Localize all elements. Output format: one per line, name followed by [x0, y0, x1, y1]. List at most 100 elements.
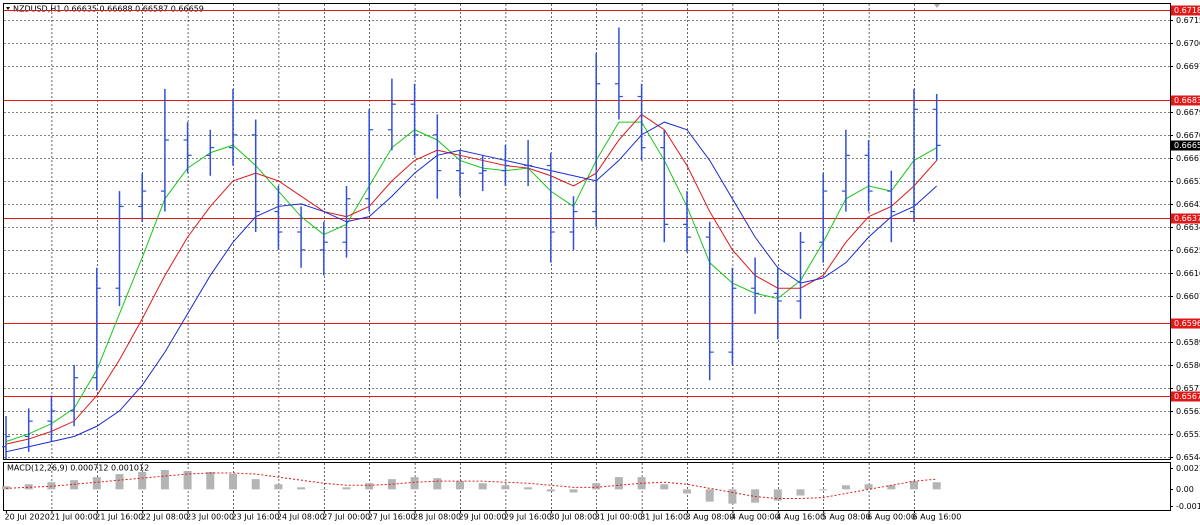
x-tick-label: 20 Jul 2020 [5, 513, 50, 522]
macd-bar [115, 474, 124, 490]
y-tick-label: 0.65800 [1176, 361, 1200, 370]
macd-bar [229, 474, 237, 490]
macd-bar [365, 483, 374, 490]
macd-bar [160, 469, 169, 490]
level-label: 0.66837 [1174, 96, 1200, 105]
macd-bar [773, 489, 782, 501]
level-label-box [1171, 5, 1200, 16]
x-tick-label: 23 Jul 00:00 [186, 513, 234, 522]
x-tick-label: 29 Jul 16:00 [504, 513, 552, 522]
symbol-menu-icon[interactable] [6, 7, 10, 10]
macd-bar [410, 477, 419, 490]
x-tick-label: 21 Jul 16:00 [95, 513, 143, 522]
macd-bar [569, 489, 578, 493]
macd-bar [932, 482, 941, 490]
level-label: 0.66373 [1174, 214, 1200, 223]
current-price-label: 0.66659 [1174, 141, 1200, 150]
macd-bar [841, 485, 850, 490]
macd-bar [592, 483, 601, 490]
macd-bar [183, 470, 192, 490]
y-tick-label: 0.65620 [1176, 407, 1200, 416]
x-tick-label: 31 Jul 16:00 [640, 513, 688, 522]
macd-bar [546, 489, 555, 492]
y-tick-label: 0.66340 [1176, 223, 1200, 232]
macd-bar [910, 481, 918, 490]
y-tick-label: 0.66970 [1176, 62, 1200, 71]
level-label-box [1171, 213, 1200, 224]
price-panel [3, 3, 1171, 460]
macd-bar [501, 485, 510, 490]
macd-bar [342, 487, 351, 490]
x-tick-label: 27 Jul 16:00 [368, 513, 416, 522]
y-tick-label: 0.66430 [1176, 200, 1200, 209]
macd-bar [478, 483, 487, 490]
y-tick-label: 0.00210 [1176, 464, 1200, 473]
level-label-box [1171, 391, 1200, 402]
y-tick-label: 0.66250 [1176, 246, 1200, 255]
macd-bar [297, 487, 306, 490]
macd-bar [864, 484, 873, 490]
x-tick-label: 28 Jul 08:00 [413, 513, 461, 522]
macd-bar [251, 479, 260, 490]
y-tick-label: -0.00164 [1176, 502, 1200, 511]
x-tick-label: 31 Jul 00:00 [595, 513, 643, 522]
x-tick-label: 4 Aug 16:00 [776, 513, 825, 522]
macd-bar [887, 485, 896, 490]
macd-bar [2, 486, 10, 490]
y-tick-label: 0.66520 [1176, 177, 1200, 186]
level-label-box [1171, 95, 1200, 106]
macd-bar [456, 481, 464, 490]
y-tick-label: 0.66790 [1176, 108, 1200, 117]
y-tick-label: 0.67060 [1176, 39, 1200, 48]
macd-bar [24, 484, 33, 490]
y-tick-label: 0.00 [1176, 485, 1194, 494]
macd-bar [819, 489, 828, 491]
macd-bar [70, 480, 79, 490]
moving-average [5, 121, 938, 453]
x-tick-label: 22 Jul 08:00 [141, 513, 189, 522]
moving-average [5, 113, 938, 445]
level-label: 0.65963 [1174, 319, 1200, 328]
macd-bar [683, 489, 691, 494]
macd-bar [274, 484, 283, 490]
y-tick-label: 0.65530 [1176, 430, 1200, 439]
y-tick-label: 0.66610 [1176, 154, 1200, 163]
macd-bar [751, 489, 760, 503]
y-tick-label: 0.67150 [1176, 16, 1200, 25]
macd-title: MACD(12,26,9) 0.000712 0.001012 [7, 464, 149, 473]
y-tick-label: 0.66070 [1176, 292, 1200, 301]
y-tick-label: 0.65890 [1176, 338, 1200, 347]
macd-bar [387, 479, 396, 490]
macd-bar [796, 489, 805, 496]
x-tick-label: 4 Aug 00:00 [731, 513, 780, 522]
y-tick-label: 0.65710 [1176, 384, 1200, 393]
macd-bar [92, 477, 101, 490]
macd-bar [433, 478, 442, 490]
x-tick-label: 6 Aug 16:00 [913, 513, 962, 522]
level-label: 0.65677 [1174, 392, 1200, 401]
shift-marker [934, 4, 940, 8]
macd-bar [319, 489, 328, 490]
x-tick-label: 27 Jul 00:00 [322, 513, 370, 522]
y-tick-label: 0.65440 [1176, 453, 1200, 462]
x-tick-label: 5 Aug 08:00 [822, 513, 871, 522]
macd-bar [524, 487, 533, 490]
x-tick-label: 30 Jul 08:00 [549, 513, 597, 522]
moving-average [5, 121, 937, 443]
level-label: 0.67188 [1174, 6, 1200, 15]
y-tick-label: 0.66700 [1176, 131, 1200, 140]
macd-bar [206, 471, 215, 490]
x-tick-label: 24 Jul 08:00 [277, 513, 325, 522]
chart-title: NZDUSD,H1 0.66635 0.66688 0.66587 0.6665… [13, 5, 204, 14]
macd-bar [614, 477, 623, 490]
level-label-box [1171, 318, 1200, 329]
x-tick-label: 3 Aug 08:00 [686, 513, 735, 522]
macd-bar [138, 471, 147, 490]
x-tick-label: 6 Aug 00:00 [867, 513, 916, 522]
macd-bar [728, 489, 737, 504]
x-tick-label: 21 Jul 00:00 [50, 513, 98, 522]
y-tick-label: 0.66160 [1176, 269, 1200, 278]
macd-bar [705, 489, 714, 502]
